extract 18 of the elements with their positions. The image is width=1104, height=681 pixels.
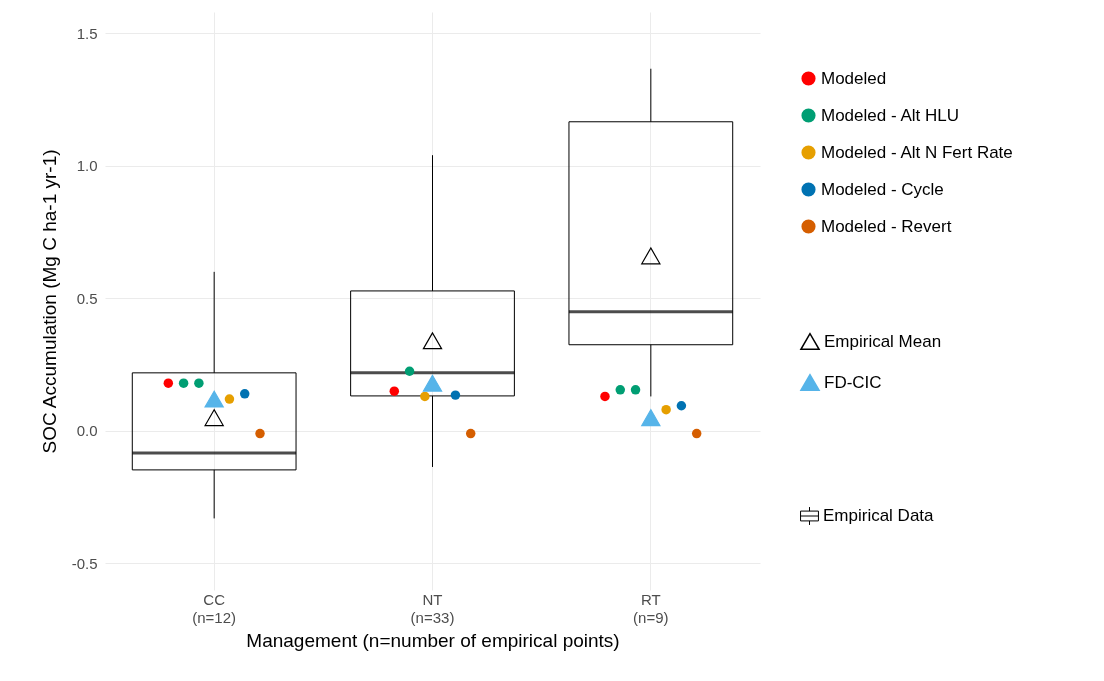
- y-tick-label: 0.5: [76, 289, 98, 307]
- y-tick-label: -0.5: [71, 554, 98, 572]
- legend-label: Modeled - Alt N Fert Rate: [821, 142, 1013, 162]
- legend-label: Modeled - Alt HLU: [821, 105, 959, 125]
- legend-label: FD-CIC: [824, 372, 882, 392]
- y-tick-label: 0.0: [76, 422, 98, 440]
- legend-label: Empirical Mean: [824, 331, 942, 351]
- y-axis-title: SOC Accumulation (Mg C ha-1 yr-1): [38, 149, 60, 454]
- y-tick-label: 1.5: [76, 24, 98, 42]
- legend-label: Modeled: [821, 68, 887, 88]
- legend-label: Modeled - Revert: [821, 216, 952, 236]
- legend-label: Modeled - Cycle: [821, 179, 944, 199]
- x-tick-label: CC (n=12): [192, 590, 237, 626]
- x-axis-title: Management (n=number of empirical points): [246, 629, 620, 651]
- x-tick-label: RT (n=9): [633, 590, 669, 626]
- x-tick-label: NT (n=33): [410, 590, 455, 626]
- legend-label: Empirical Data: [823, 506, 935, 525]
- y-tick-label: 1.0: [76, 157, 98, 175]
